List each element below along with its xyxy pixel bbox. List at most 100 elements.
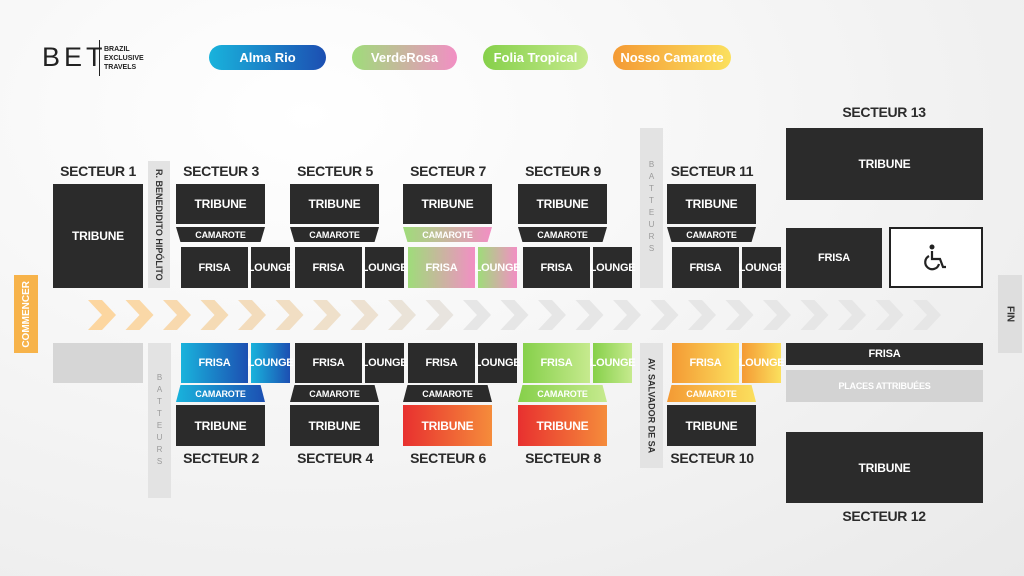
legend-item: Alma Rio <box>209 45 326 70</box>
chevron <box>538 300 566 330</box>
chevron <box>613 300 641 330</box>
chevron <box>800 300 829 330</box>
seating-block: CAMAROTE <box>176 385 265 402</box>
chevron <box>125 300 154 330</box>
seating-block: TRIBUNE <box>176 405 265 446</box>
seating-block: TRIBUNE <box>786 128 983 200</box>
drummers-label: BATTEURS <box>647 160 656 256</box>
seating-block: LOUNGE <box>590 343 636 383</box>
chevron <box>763 300 791 330</box>
seating-block: FRISA <box>523 343 590 383</box>
seating-block: LOUNGE <box>739 247 785 288</box>
sector-label: SECTEUR 1 <box>60 163 136 179</box>
seating-block: LOUNGE <box>362 247 408 288</box>
staff-zone <box>53 343 143 383</box>
chevron <box>688 300 716 330</box>
seating-block: TRIBUNE <box>53 184 143 288</box>
seating-block: CAMAROTE <box>667 385 756 402</box>
chevron <box>838 300 866 330</box>
seating-block: TRIBUNE <box>667 184 756 224</box>
sector-label: SECTEUR 13 <box>842 104 926 120</box>
accessible-area <box>889 227 983 288</box>
drummers-zone: BATTEURS <box>640 128 663 288</box>
sector-label: SECTEUR 5 <box>297 163 373 179</box>
sector-label: SECTEUR 12 <box>842 508 926 524</box>
chevron <box>913 300 941 330</box>
end-box: FIN <box>998 275 1022 353</box>
sector-label: SECTEUR 3 <box>183 163 259 179</box>
seating-block: TRIBUNE <box>403 184 492 224</box>
seating-block: FRISA <box>408 343 475 383</box>
seating-block: LOUNGE <box>739 343 785 383</box>
chevron <box>313 300 341 330</box>
street-label: AV. SALVADOR DE SA <box>646 357 657 454</box>
seating-block: TRIBUNE <box>667 405 756 446</box>
seating-block: CAMAROTE <box>403 385 492 402</box>
legend-item: Nosso Camarote <box>613 45 731 70</box>
sector-label: SECTEUR 2 <box>183 450 259 466</box>
seating-block: FRISA <box>672 343 739 383</box>
sector-label: SECTEUR 6 <box>410 450 486 466</box>
logo-line: EXCLUSIVE <box>104 55 144 62</box>
chevron <box>463 300 491 330</box>
chevron <box>275 300 304 330</box>
logo-line: BRAZIL <box>104 46 130 53</box>
sector-label: SECTEUR 8 <box>525 450 601 466</box>
chevron <box>88 300 116 330</box>
logo-divider <box>99 40 100 76</box>
seating-block: FRISA <box>786 343 983 365</box>
seating-block: PLACES ATTRIBUÉES <box>786 370 983 402</box>
legend-item: Folia Tropical <box>483 45 588 70</box>
end-label: FIN <box>1004 305 1016 323</box>
seating-block: LOUNGE <box>362 343 408 383</box>
chevron <box>500 300 529 330</box>
seating-block: FRISA <box>786 228 882 288</box>
chevron <box>163 300 191 330</box>
seating-block: TRIBUNE <box>786 432 983 503</box>
seating-block: LOUNGE <box>248 247 294 288</box>
logo-text: BRAZIL EXCLUSIVE TRAVELS <box>104 45 144 72</box>
seating-block: CAMAROTE <box>290 385 379 402</box>
chevron <box>238 300 266 330</box>
seating-block: FRISA <box>672 247 739 288</box>
seating-block: TRIBUNE <box>290 405 379 446</box>
seating-block: LOUNGE <box>475 247 521 288</box>
seating-block: CAMAROTE <box>403 227 492 242</box>
street-label: R. BENEDIDITO HIPÓLITO <box>154 168 164 281</box>
seating-block: CAMAROTE <box>518 385 607 402</box>
seating-block: TRIBUNE <box>518 184 607 224</box>
chevron <box>575 300 604 330</box>
street: AV. SALVADOR DE SA <box>640 343 663 468</box>
seating-block: LOUNGE <box>248 343 294 383</box>
start-label: COMMENCER <box>20 280 32 348</box>
seating-block: TRIBUNE <box>176 184 265 224</box>
chevron <box>425 300 454 330</box>
seating-block: FRISA <box>408 247 475 288</box>
seating-block: TRIBUNE <box>403 405 492 446</box>
legend-item: VerdeRosa <box>352 45 457 70</box>
drummers-label: BATTEURS <box>155 372 164 469</box>
seating-block: FRISA <box>523 247 590 288</box>
chevron <box>875 300 904 330</box>
chevron <box>200 300 229 330</box>
seating-block: CAMAROTE <box>176 227 265 242</box>
seating-block: FRISA <box>295 343 362 383</box>
sector-label: SECTEUR 4 <box>297 450 373 466</box>
sector-label: SECTEUR 11 <box>670 163 754 179</box>
seating-block: TRIBUNE <box>290 184 379 224</box>
street: R. BENEDIDITO HIPÓLITO <box>148 161 170 288</box>
sector-label: SECTEUR 10 <box>670 450 754 466</box>
seating-block: FRISA <box>295 247 362 288</box>
sector-label: SECTEUR 9 <box>525 163 601 179</box>
start-box: COMMENCER <box>14 275 38 353</box>
seating-block: LOUNGE <box>590 247 636 288</box>
logo-line: TRAVELS <box>104 64 137 71</box>
chevron <box>650 300 679 330</box>
sector-label: SECTEUR 7 <box>410 163 486 179</box>
seating-block: TRIBUNE <box>518 405 607 446</box>
chevron <box>388 300 416 330</box>
chevron <box>350 300 379 330</box>
seating-block: FRISA <box>181 343 248 383</box>
seating-block: FRISA <box>181 247 248 288</box>
seating-block: LOUNGE <box>475 343 521 383</box>
